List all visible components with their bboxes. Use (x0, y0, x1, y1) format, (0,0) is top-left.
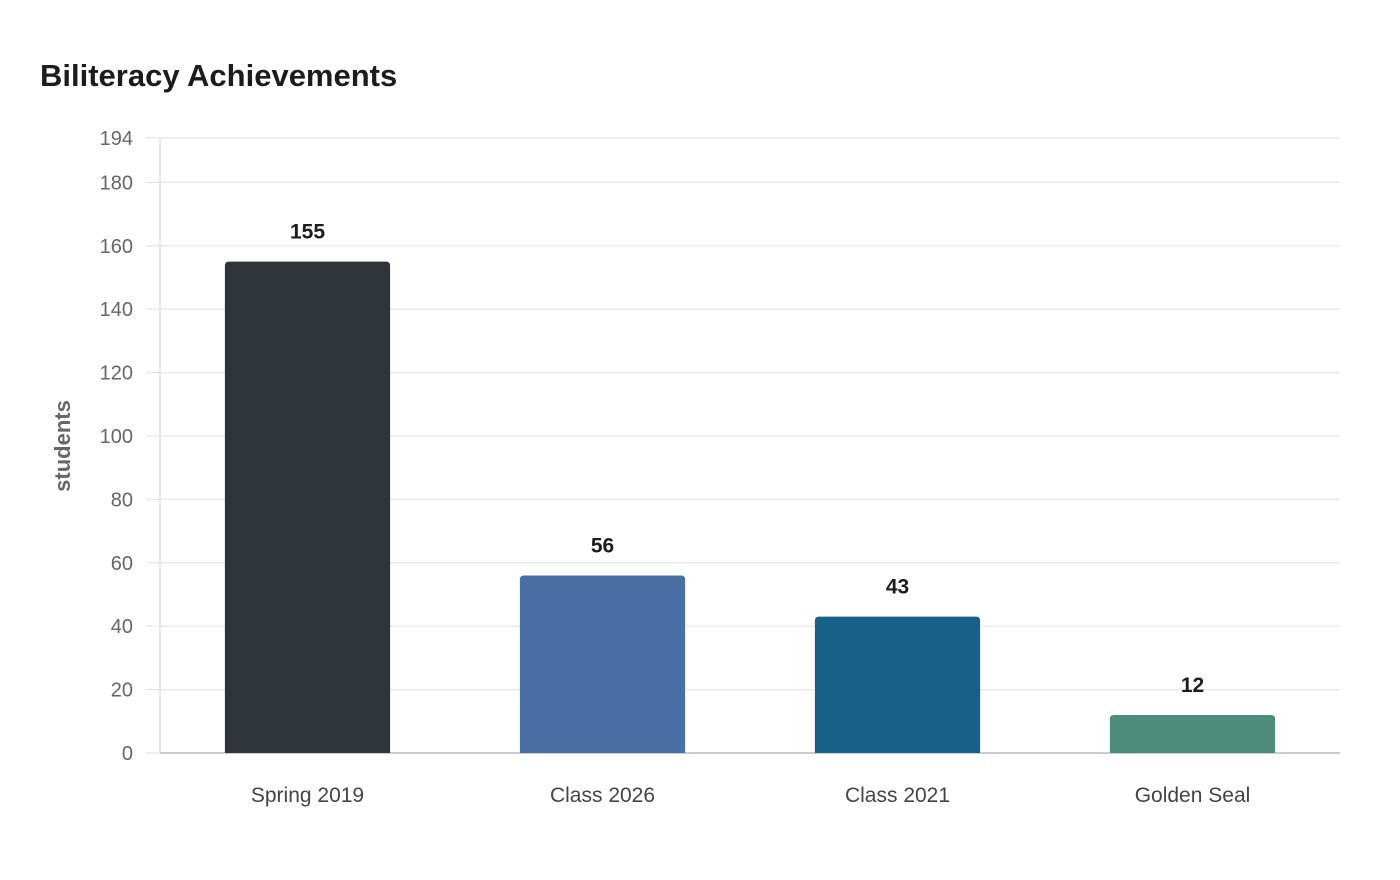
y-tick-label: 180 (100, 172, 133, 194)
data-label: 43 (886, 576, 909, 599)
bar-class-2021 (814, 616, 981, 753)
y-tick-label: 20 (111, 680, 133, 702)
y-tick-label: 160 (100, 236, 133, 258)
y-tick-label: 140 (100, 299, 133, 321)
y-tick-label: 194 (100, 128, 133, 150)
y-tick-label: 100 (100, 426, 133, 448)
y-tick-label: 0 (122, 743, 133, 765)
bar-class-2026 (519, 575, 686, 753)
y-tick-label: 120 (100, 363, 133, 385)
labels: 0 20 40 60 80 100 120 140 160 180 194 155 Spring 201… (100, 128, 1251, 807)
x-tick-label: Class 2026 (550, 784, 655, 807)
bar-spring-2019 (224, 261, 391, 753)
x-tick-label: Golden Seal (1135, 784, 1251, 807)
y-axis-title: students (50, 400, 75, 492)
data-label: 56 (591, 534, 614, 557)
data-label: 12 (1181, 674, 1204, 697)
bar-golden-seal (1109, 714, 1276, 753)
x-tick-label: Spring 2019 (251, 784, 364, 807)
y-tick-label: 40 (111, 616, 133, 638)
y-tick-label: 80 (111, 489, 133, 511)
bars (224, 261, 1276, 753)
chart-title: Biliteracy Achievements (40, 58, 398, 93)
x-tick-label: Class 2021 (845, 784, 950, 807)
data-label: 155 (290, 221, 325, 244)
y-tick-label: 60 (111, 553, 133, 575)
